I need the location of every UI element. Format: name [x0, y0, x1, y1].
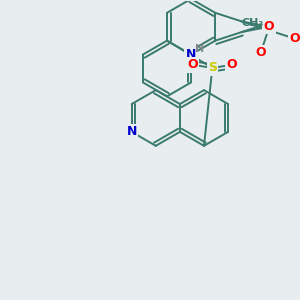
Text: H: H [195, 44, 204, 54]
Text: O: O [289, 32, 300, 45]
Text: O: O [188, 58, 198, 71]
Text: N: N [186, 49, 196, 62]
Text: CH₃: CH₃ [242, 19, 264, 28]
Text: O: O [256, 46, 266, 59]
Text: S: S [208, 61, 217, 74]
Text: O: O [264, 20, 274, 33]
Text: O: O [226, 58, 237, 71]
Text: N: N [127, 125, 137, 138]
